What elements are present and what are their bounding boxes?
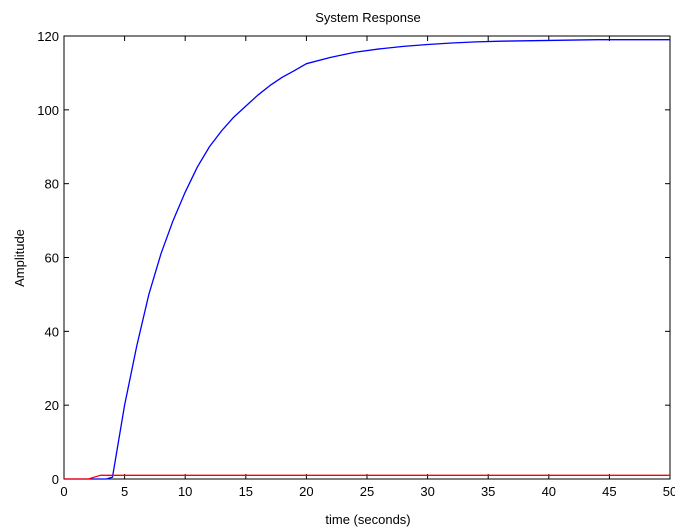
x-tick-label: 10 (178, 484, 192, 499)
x-tick-label: 50 (663, 484, 675, 499)
x-tick-label: 40 (542, 484, 556, 499)
series-line-1 (64, 39, 670, 480)
plot-area (63, 35, 671, 480)
y-tick-label: 60 (45, 251, 59, 266)
x-axis-tick-labels: 0 5 10 15 20 25 30 35 40 45 50 (60, 484, 675, 499)
y-axis-tick-labels: 0 20 40 60 80 100 120 (37, 29, 59, 487)
x-tick-label: 15 (239, 484, 253, 499)
x-tick-label: 25 (360, 484, 374, 499)
y-axis-ticks (64, 35, 670, 480)
x-tick-label: 5 (121, 484, 128, 499)
y-tick-label: 100 (37, 103, 59, 118)
y-tick-label: 20 (45, 398, 59, 413)
x-axis-label: time (seconds) (325, 512, 410, 527)
chart-title: System Response (315, 10, 421, 25)
x-tick-label: 0 (60, 484, 67, 499)
y-tick-label: 0 (52, 472, 59, 487)
series-line-2 (64, 474, 670, 480)
axes-box (63, 35, 671, 480)
y-tick-label: 40 (45, 324, 59, 339)
y-tick-label: 120 (37, 29, 59, 44)
x-tick-label: 45 (602, 484, 616, 499)
y-axis-label: Amplitude (12, 229, 27, 287)
y-tick-label: 80 (45, 177, 59, 192)
series-layer (64, 39, 670, 480)
x-tick-label: 30 (420, 484, 434, 499)
x-tick-label: 20 (299, 484, 313, 499)
x-tick-label: 35 (481, 484, 495, 499)
